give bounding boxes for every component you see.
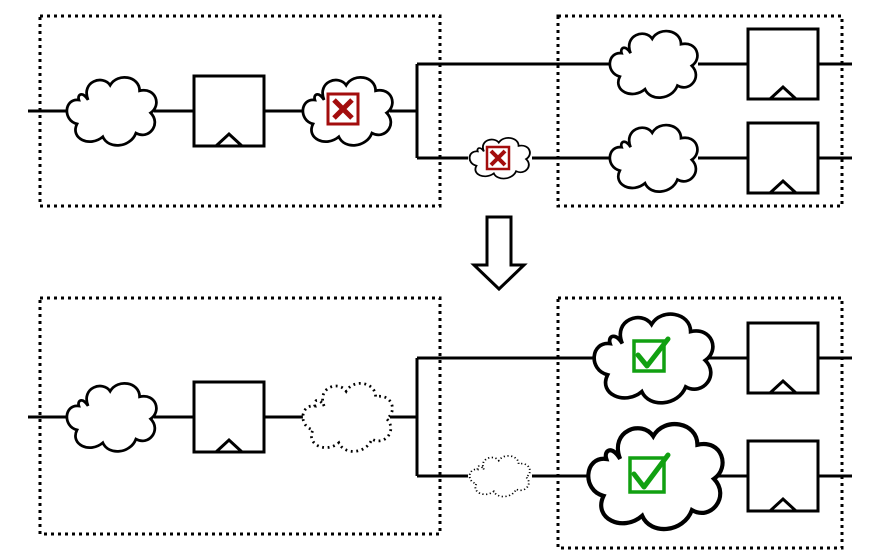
right-module-boundary [556, 296, 844, 550]
x-mark-icon [326, 92, 360, 126]
flip-flop [746, 321, 820, 395]
x-mark-icon [485, 145, 511, 171]
flip-flop [746, 439, 820, 513]
flip-flop [192, 380, 266, 454]
removed-cloud-icon [468, 454, 531, 498]
flip-flop [192, 74, 266, 148]
cloud-icon [65, 381, 158, 453]
after-diagram [28, 296, 852, 550]
left-module-boundary [38, 296, 442, 536]
check-mark-icon [628, 452, 671, 494]
flip-flop [746, 121, 820, 195]
flip-flop [746, 27, 820, 101]
clock-triangle-icon [768, 496, 798, 513]
clock-triangle-icon [214, 437, 244, 454]
clock-triangle-icon [768, 84, 798, 101]
removed-cloud-icon [301, 381, 394, 453]
cloud-icon [65, 75, 158, 147]
cloud-icon [608, 29, 699, 99]
clock-triangle-icon [768, 178, 798, 195]
before-diagram [28, 14, 852, 208]
right-module-boundary [556, 14, 844, 208]
down-arrow-icon [470, 215, 528, 292]
check-mark-icon [632, 336, 671, 373]
cloud-icon [608, 123, 699, 193]
clock-triangle-icon [768, 378, 798, 395]
clock-triangle-icon [214, 131, 244, 148]
